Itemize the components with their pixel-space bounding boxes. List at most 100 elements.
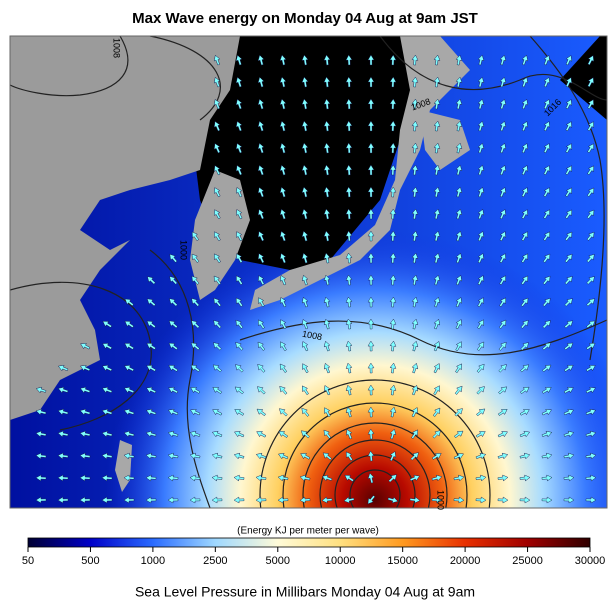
wave-arrow — [301, 208, 309, 220]
wave-arrow — [213, 297, 222, 307]
wave-arrow — [409, 496, 421, 504]
wave-arrow — [301, 252, 309, 264]
wave-arrow — [455, 274, 463, 286]
wave-arrow — [542, 364, 552, 373]
wave-arrow — [499, 142, 507, 154]
wave-arrow — [324, 385, 331, 396]
wave-arrow — [432, 430, 441, 439]
wave-arrow — [367, 274, 375, 286]
wave-arrow — [345, 429, 353, 440]
wave-arrow — [35, 496, 47, 504]
wave-arrow — [476, 363, 485, 373]
wave-arrow — [101, 386, 113, 394]
wave-arrow — [279, 186, 287, 198]
wave-arrow — [102, 343, 113, 350]
wave-arrow — [168, 408, 179, 416]
wave-arrow — [411, 429, 418, 440]
wave-arrow — [587, 77, 594, 88]
wave-arrow — [543, 231, 550, 241]
wave-arrow — [586, 209, 595, 219]
wave-arrow — [235, 165, 243, 176]
wave-arrow — [541, 430, 553, 438]
wave-arrow — [542, 275, 551, 285]
contour-label: 1008 — [112, 38, 122, 58]
wave-arrow — [477, 341, 485, 351]
wave-arrow — [454, 385, 463, 395]
wave-arrow — [564, 253, 573, 263]
wave-arrow — [389, 208, 397, 220]
wave-arrow — [279, 208, 287, 220]
wave-arrow — [411, 362, 419, 374]
wave-arrow — [169, 276, 178, 285]
wave-arrow — [411, 76, 419, 88]
wave-arrow — [565, 121, 572, 132]
wave-arrow — [543, 99, 550, 110]
wave-arrow — [323, 340, 331, 352]
wave-arrow — [236, 209, 243, 220]
wave-arrow — [586, 320, 596, 329]
wave-arrow — [145, 496, 157, 504]
wave-arrow — [345, 98, 353, 110]
wave-arrow — [323, 318, 331, 330]
wave-arrow — [345, 142, 353, 154]
wave-arrow — [191, 253, 200, 263]
wave-arrow — [431, 453, 442, 460]
wave-arrow — [475, 474, 487, 482]
wave-arrow — [124, 365, 135, 372]
caption: Sea Level Pressure in Millibars Monday 0… — [135, 584, 475, 600]
wave-arrow — [455, 252, 463, 264]
wave-arrow — [322, 452, 332, 461]
wave-arrow — [212, 409, 223, 416]
wave-arrow — [301, 142, 309, 154]
wave-arrow — [477, 76, 485, 88]
wave-arrow — [453, 453, 464, 460]
wave-arrow — [453, 496, 465, 504]
wave-arrow — [411, 164, 419, 176]
wave-arrow — [235, 297, 243, 307]
colorbar-tick-label: 1000 — [141, 555, 165, 567]
wave-arrow — [563, 430, 575, 438]
wave-arrow — [433, 363, 440, 374]
wave-arrow — [389, 252, 397, 264]
wave-arrow — [433, 120, 441, 132]
wave-arrow — [564, 320, 574, 329]
wave-arrow — [35, 386, 47, 394]
wave-arrow — [542, 253, 551, 263]
wave-arrow — [277, 496, 289, 504]
wave-arrow — [323, 54, 331, 66]
wave-arrow — [476, 408, 486, 417]
wave-arrow — [35, 430, 47, 438]
wave-arrow — [541, 409, 552, 416]
wave-arrow — [300, 453, 311, 460]
wave-arrow — [323, 252, 331, 264]
wave-arrow — [302, 363, 309, 374]
wave-arrow — [411, 340, 419, 352]
wave-arrow — [563, 452, 575, 460]
wave-arrow — [214, 187, 221, 198]
wave-arrow — [497, 496, 509, 504]
wave-arrow — [389, 296, 397, 308]
wave-arrow — [541, 496, 553, 504]
wave-arrow — [235, 142, 243, 154]
wave-arrow — [543, 165, 550, 176]
wave-arrow — [255, 496, 267, 504]
wave-arrow — [35, 408, 47, 416]
wave-arrow — [498, 319, 507, 329]
wave-arrow — [585, 430, 597, 438]
wave-arrow — [388, 474, 397, 483]
wave-arrow — [433, 318, 441, 330]
wave-arrow — [168, 320, 178, 329]
wave-arrow — [367, 495, 376, 505]
wave-arrow — [497, 474, 509, 482]
wave-arrow — [323, 76, 331, 88]
wave-arrow — [563, 408, 574, 416]
wave-arrow — [389, 340, 397, 352]
wave-arrow — [499, 209, 506, 220]
wave-arrow — [256, 408, 266, 417]
wave-arrow — [168, 365, 179, 372]
wave-arrow — [477, 186, 485, 198]
wave-arrow — [565, 209, 573, 219]
wave-arrow — [257, 54, 265, 66]
wave-arrow — [123, 496, 135, 504]
wave-arrow — [214, 143, 221, 154]
